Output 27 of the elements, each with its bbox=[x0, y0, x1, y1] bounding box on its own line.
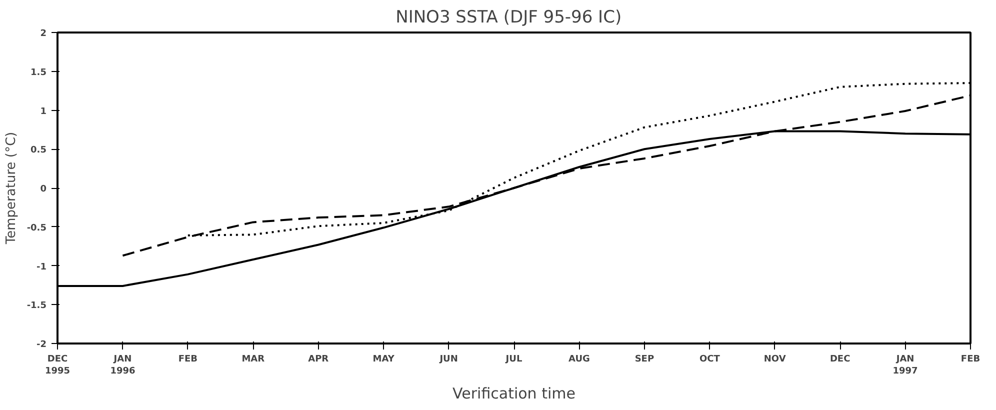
y-tick-label: 0 bbox=[40, 184, 47, 194]
x-tick-label: JAN 1997 bbox=[892, 354, 918, 376]
x-tick-label: JUL bbox=[504, 354, 522, 364]
x-tick-label: MAR bbox=[242, 354, 265, 364]
x-tick-label: DEC bbox=[830, 354, 851, 364]
x-tick-label: JAN 1996 bbox=[110, 354, 136, 376]
x-tick-label: SEP bbox=[634, 354, 654, 364]
x-tick-label: JUN bbox=[438, 354, 458, 364]
y-tick-label: -0.5 bbox=[26, 223, 47, 234]
x-tick-label: APR bbox=[308, 354, 329, 364]
y-tick-label: -2 bbox=[36, 340, 46, 350]
y-tick-label: -1.5 bbox=[26, 301, 47, 312]
y-tick-label: 2 bbox=[40, 29, 47, 39]
x-tick-label: OCT bbox=[699, 354, 721, 364]
y-tick-label: 1 bbox=[40, 106, 47, 117]
x-tick-label: FEB bbox=[960, 354, 980, 364]
y-tick-label: 1.5 bbox=[30, 68, 47, 78]
x-tick-label: DEC 1995 bbox=[44, 354, 70, 376]
y-tick-label: -1 bbox=[36, 262, 46, 272]
x-tick-label: MAY bbox=[372, 354, 395, 364]
y-tick-label: 0.5 bbox=[30, 146, 47, 156]
y-axis-title: Temperature (°C) bbox=[4, 132, 19, 246]
x-tick-label: NOV bbox=[764, 354, 786, 364]
x-tick-label: FEB bbox=[178, 354, 198, 364]
chart-title: NINO3 SSTA (DJF 95-96 IC) bbox=[396, 8, 622, 28]
x-axis-title: Verification time bbox=[452, 384, 576, 402]
x-tick-label: AUG bbox=[568, 354, 590, 364]
